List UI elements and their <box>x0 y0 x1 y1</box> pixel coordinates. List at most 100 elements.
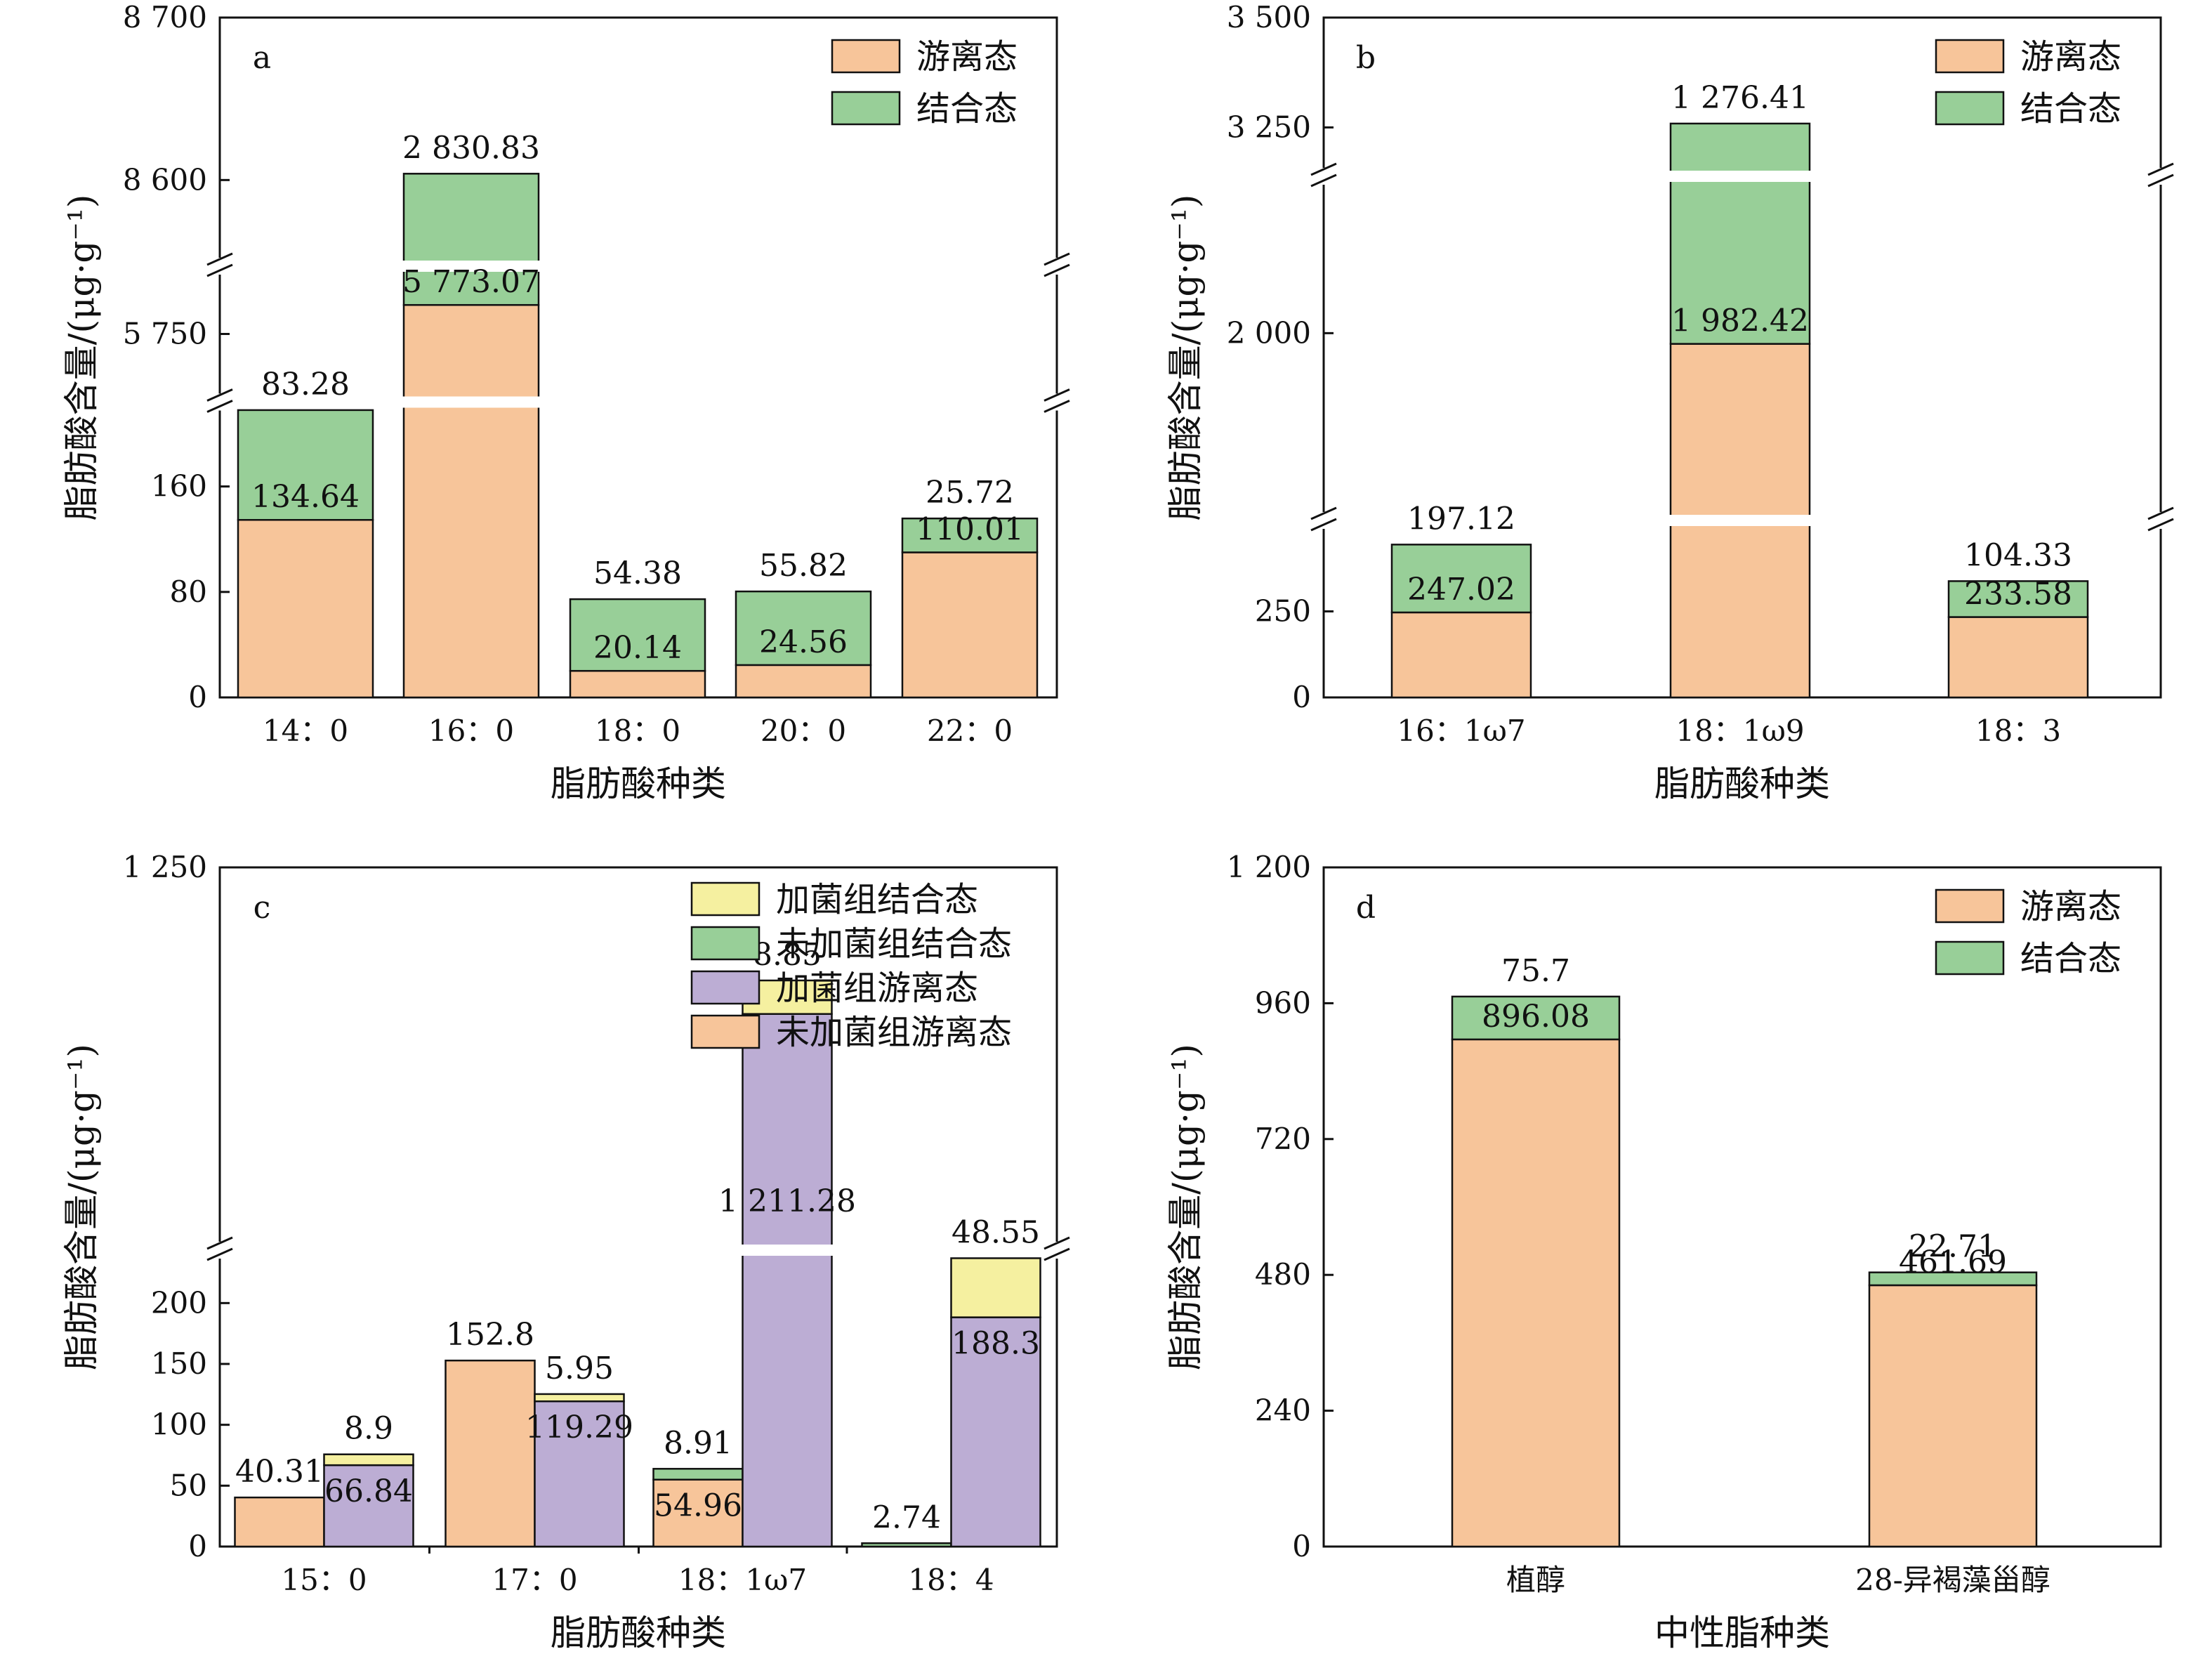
axis-break-mark <box>1310 506 1337 520</box>
legend-entry: 结合态 <box>916 89 1018 129</box>
y-tick-label: 160 <box>151 469 207 504</box>
legend-entry: 未加菌组结合态 <box>776 924 1012 964</box>
bar-value-label: 152.8 <box>446 1317 534 1353</box>
axis-break-mark <box>206 252 233 266</box>
axis-break-mark <box>1044 1247 1070 1261</box>
bar-value-label: 5 773.07 <box>402 264 540 300</box>
axis-break-mark <box>206 400 233 413</box>
bar-segment <box>1451 1038 1621 1548</box>
bar-value-label: 197.12 <box>1407 501 1515 537</box>
axis-break-mark <box>206 1236 233 1250</box>
bar-break-gap <box>1668 171 1812 182</box>
axis-break-gap <box>210 1242 230 1259</box>
bar-value-label: 66.84 <box>324 1473 413 1509</box>
bar-segment <box>1390 611 1532 699</box>
y-tick-label: 1 250 <box>123 850 207 884</box>
x-tick-label: 18：3 <box>1975 714 2061 748</box>
bar-segment <box>1451 995 1621 1041</box>
axis-break-gap <box>1047 393 1067 411</box>
bar-segment <box>1947 580 2089 618</box>
bar-value-label: 83.28 <box>261 367 350 402</box>
y-tick-label: 200 <box>151 1285 207 1320</box>
legend-swatch <box>1935 888 2005 924</box>
legend-swatch <box>690 1014 761 1049</box>
bar-segment <box>237 409 374 521</box>
axis-break-gap <box>2151 168 2171 185</box>
axis-break-gap <box>210 393 230 411</box>
bar-value-label: 1 982.42 <box>1671 303 1809 339</box>
bar-value-label: 40.31 <box>235 1454 324 1490</box>
y-tick-label: 150 <box>151 1346 207 1381</box>
x-tick-label: 20：0 <box>761 714 846 748</box>
x-axis-title: 脂肪酸种类 <box>551 1613 726 1653</box>
bar-value-label: 8.85 <box>753 937 822 973</box>
legend-swatch <box>690 881 761 917</box>
bar-value-label: 104.33 <box>1964 537 2072 573</box>
bar-segment <box>1868 1271 2038 1287</box>
axis-break-mark <box>1044 400 1070 413</box>
legend-swatch <box>1935 940 2005 976</box>
bar-value-label: 119.29 <box>525 1410 633 1445</box>
legend-swatch <box>831 91 901 126</box>
bar-value-label: 54.96 <box>654 1488 742 1524</box>
bar-value-label: 20.14 <box>593 630 682 666</box>
chart-panel-b: 0 250 2 000 3 250 3 500 b 脂肪酸种类 脂肪酸含量/(μg·g⁻¹) 1… <box>1165 0 2174 804</box>
y-tick-label: 1 200 <box>1227 850 1311 884</box>
y-tick-label: 720 <box>1255 1122 1311 1156</box>
bar-value-label: 8.91 <box>664 1425 732 1461</box>
bar-value-label: 896.08 <box>1482 999 1590 1035</box>
y-tick-label: 100 <box>151 1407 207 1442</box>
bar-value-label: 110.01 <box>916 511 1024 547</box>
bar-segment <box>742 1013 833 1548</box>
axis-break-mark <box>1044 388 1070 402</box>
bar-value-label: 25.72 <box>926 475 1014 511</box>
axis-break-gap <box>2151 512 2171 529</box>
bar-value-label: 54.38 <box>593 556 682 591</box>
bar-segment <box>861 1542 952 1548</box>
bar-value-label: 461.69 <box>1899 1245 2007 1280</box>
bar-segment <box>402 303 540 699</box>
panel-letter: a <box>253 40 271 76</box>
bar-segment <box>901 517 1039 553</box>
bar-segment <box>237 518 374 699</box>
x-tick-label: 16：1ω7 <box>1397 714 1525 748</box>
bar-segment <box>402 173 540 306</box>
bar-segment <box>445 1359 536 1548</box>
bar-value-label: 24.56 <box>759 624 848 660</box>
x-tick-label: 18：1ω7 <box>678 1563 807 1597</box>
y-axis-title: 脂肪酸含量/(μg·g⁻¹) <box>61 195 102 521</box>
axis-break-gap <box>1047 1242 1067 1259</box>
x-tick-label: 18：1ω9 <box>1676 714 1804 748</box>
bar-break-gap <box>402 396 541 408</box>
x-tick-label: 16：0 <box>428 714 514 748</box>
panel-letter: c <box>254 890 271 926</box>
x-tick-label: 15：0 <box>281 1563 367 1597</box>
y-tick-label: 960 <box>1255 985 1311 1020</box>
axis-break-gap <box>1314 512 1334 529</box>
bar-segment <box>1947 616 2089 699</box>
y-axis-title: 脂肪酸含量/(μg·g⁻¹) <box>61 1044 102 1370</box>
chart-panel-a: 0 80 160 5 750 8 600 8 700 a 脂肪酸种类 脂肪酸含量/(μg·g⁻¹… <box>61 0 1070 804</box>
axis-break-gap <box>1314 168 1334 185</box>
axis-break-mark <box>2147 162 2174 176</box>
x-axis-title: 脂肪酸种类 <box>1654 763 1830 804</box>
axis-break-mark <box>206 1247 233 1261</box>
bar-value-label: 22.71 <box>1909 1229 1997 1265</box>
panel-letter: d <box>1356 890 1376 926</box>
y-tick-label: 5 750 <box>123 317 207 351</box>
bar-segment <box>950 1257 1041 1318</box>
axis-break-mark <box>1044 252 1070 266</box>
legend-entry: 未加菌组游离态 <box>776 1013 1012 1052</box>
axis-break-mark <box>2147 173 2174 188</box>
bar-segment <box>735 664 872 699</box>
legend-swatch <box>831 39 901 74</box>
x-axis-title: 脂肪酸种类 <box>551 763 726 804</box>
bar-segment <box>652 1468 744 1481</box>
y-tick-label: 3 250 <box>1227 110 1311 144</box>
legend-entry: 游离态 <box>916 37 1018 77</box>
x-tick-label: 28-异褐藻甾醇 <box>1855 1563 2050 1597</box>
axis-break-mark <box>1044 1236 1070 1250</box>
y-tick-label: 250 <box>1255 594 1311 629</box>
bar-value-label: 75.7 <box>1501 953 1570 989</box>
y-axis-title: 脂肪酸含量/(μg·g⁻¹) <box>1165 1044 1206 1370</box>
